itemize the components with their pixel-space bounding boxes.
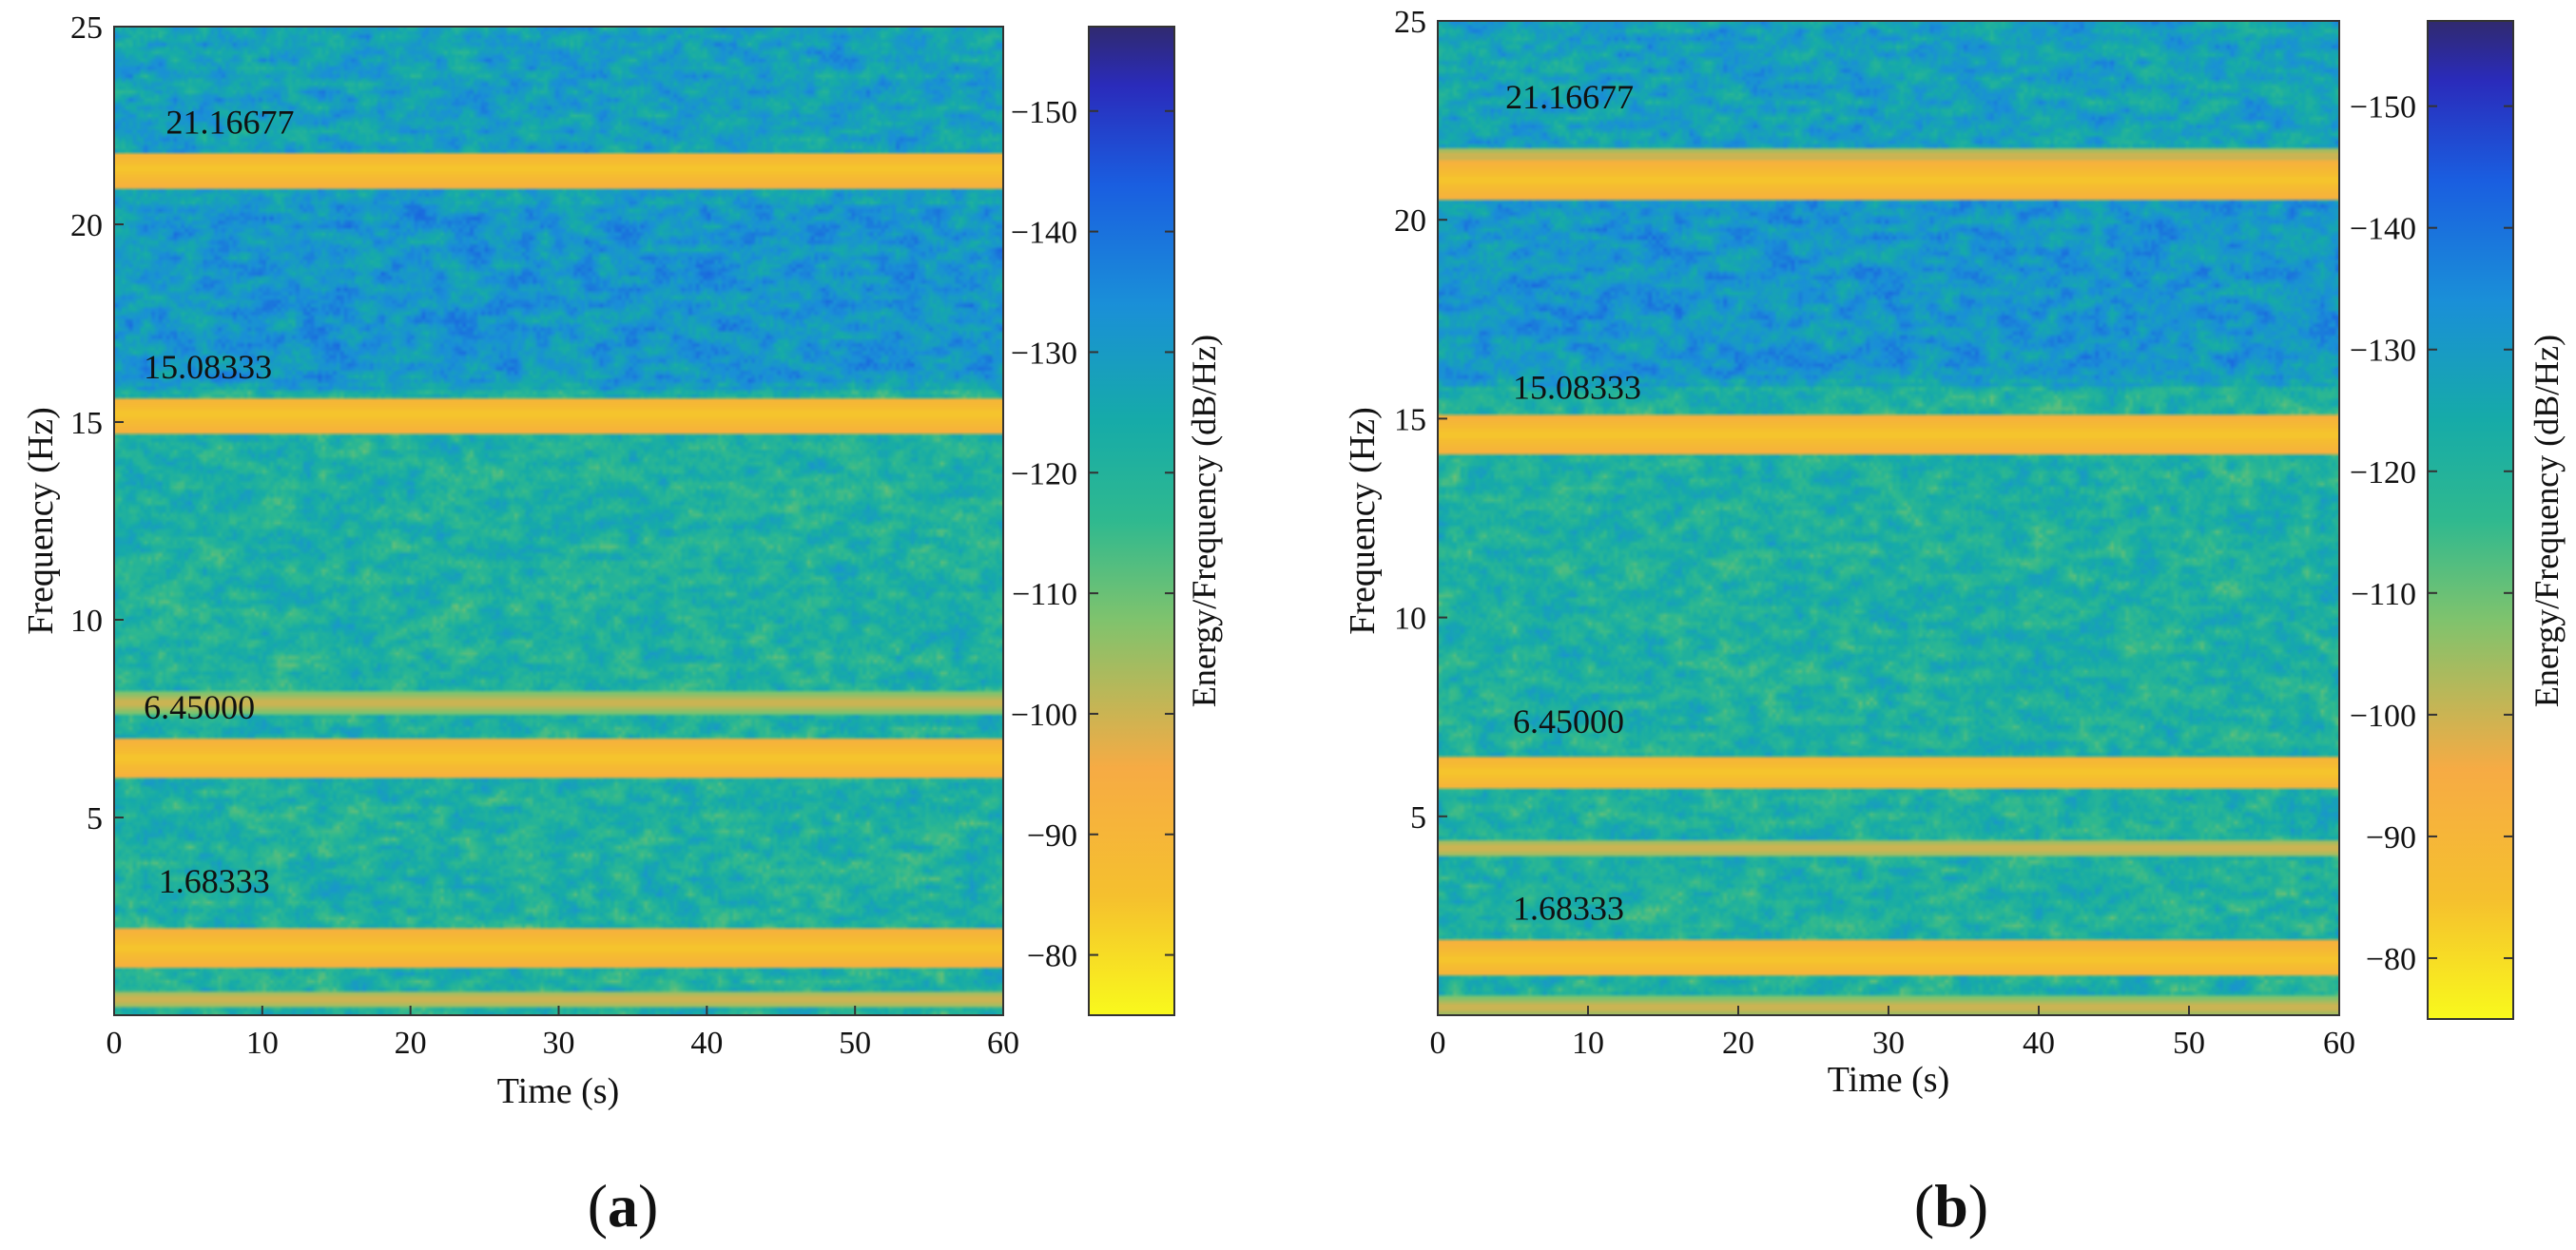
y-tick-label: 10 bbox=[1394, 602, 1426, 637]
x-tick-label: 40 bbox=[2023, 1026, 2055, 1061]
colorbar-tick-label: −90 bbox=[2366, 820, 2416, 856]
y-tick-label: 25 bbox=[1394, 5, 1426, 40]
colorbar-tick-label: −140 bbox=[2350, 212, 2416, 247]
y-tick-label: 5 bbox=[87, 801, 103, 837]
y-tick-label: 15 bbox=[1394, 402, 1426, 437]
band-label-b-1: 6.45000 bbox=[1513, 702, 1624, 740]
colorbar-tick-label: −130 bbox=[2350, 334, 2416, 369]
x-tick-label: 0 bbox=[107, 1026, 123, 1061]
y-axis-label-a: Frequency (Hz) bbox=[21, 407, 61, 635]
y-axis-label-b: Frequency (Hz) bbox=[1343, 407, 1383, 635]
spectrogram-heatmap-a bbox=[114, 27, 1003, 1015]
spectrogram-panel-b: 1.68333 6.45000 15.08333 21.16677 0 10 20 30 40… bbox=[1343, 5, 2566, 1240]
panel-label-a: (a) bbox=[588, 1172, 659, 1240]
colorbar-tick-label: −110 bbox=[2351, 577, 2416, 612]
colorbar-tick-label: −150 bbox=[2350, 90, 2416, 125]
y-tick-label: 20 bbox=[1394, 203, 1426, 239]
y-tick-label: 10 bbox=[70, 604, 103, 639]
band-label-b-0: 1.68333 bbox=[1513, 890, 1624, 928]
x-tick-label: 30 bbox=[1872, 1026, 1905, 1061]
colorbar-label-b: Energy/Frequency (dB/Hz) bbox=[2528, 335, 2566, 707]
colorbar-tick-label: −90 bbox=[1027, 818, 1077, 854]
x-tick-label: 50 bbox=[2173, 1026, 2205, 1061]
band-label-a-3: 21.16677 bbox=[166, 103, 295, 141]
x-tick-label: 0 bbox=[1430, 1026, 1446, 1061]
y-axis-ticks-b: 5 10 15 20 25 bbox=[1394, 5, 1447, 836]
colorbar-tick-label: −80 bbox=[1027, 939, 1077, 974]
band-label-b-3: 21.16677 bbox=[1505, 78, 1634, 116]
colorbar-tick-label: −140 bbox=[1011, 216, 1077, 251]
colorbar-tick-label: −120 bbox=[1011, 456, 1077, 491]
y-axis-ticks-a: 5 10 15 20 25 bbox=[70, 10, 124, 837]
band-label-b-2: 15.08333 bbox=[1513, 368, 1641, 406]
x-axis-label-a: Time (s) bbox=[497, 1071, 619, 1111]
colorbar-tick-label: −150 bbox=[1011, 95, 1077, 130]
colorbar-a bbox=[1088, 26, 1175, 1016]
x-axis-ticks-b: 0 10 20 30 40 50 60 bbox=[1430, 1006, 2355, 1061]
band-label-a-1: 6.45000 bbox=[144, 688, 255, 726]
x-tick-label: 40 bbox=[690, 1026, 723, 1061]
band-label-a-2: 15.08333 bbox=[144, 348, 272, 386]
x-tick-label: 30 bbox=[543, 1026, 575, 1061]
band-labels-a: 1.68333 6.45000 15.08333 21.16677 bbox=[144, 103, 294, 900]
y-tick-label: 15 bbox=[70, 406, 103, 441]
colorbar-tick-label: −100 bbox=[1011, 698, 1077, 733]
band-labels-b: 1.68333 6.45000 15.08333 21.16677 bbox=[1505, 78, 1641, 928]
colorbar-tick-label: −80 bbox=[2366, 942, 2416, 977]
colorbar-tick-label: −100 bbox=[2350, 699, 2416, 734]
y-tick-label: 5 bbox=[1410, 800, 1426, 836]
y-tick-label: 20 bbox=[70, 208, 103, 243]
spectrogram-heatmap-b bbox=[1438, 21, 2339, 1015]
colorbar-tick-label: −110 bbox=[1012, 577, 1077, 612]
colorbar-b bbox=[2427, 20, 2514, 1020]
spectrogram-panel-a: 1.68333 6.45000 15.08333 21.16677 0 10 20 30 40… bbox=[21, 10, 1223, 1240]
x-tick-label: 60 bbox=[2323, 1026, 2355, 1061]
y-tick-label: 25 bbox=[70, 10, 103, 46]
colorbar-ticks-a: −80 −90 −100 −110 −120 −130 −140 −150 bbox=[1011, 95, 1174, 974]
x-tick-label: 10 bbox=[246, 1026, 279, 1061]
x-tick-label: 20 bbox=[1722, 1026, 1754, 1061]
band-label-a-0: 1.68333 bbox=[159, 862, 270, 900]
colorbar-tick-label: −120 bbox=[2350, 455, 2416, 490]
x-tick-label: 50 bbox=[839, 1026, 871, 1061]
colorbar-tick-label: −130 bbox=[1011, 336, 1077, 371]
x-tick-label: 60 bbox=[987, 1026, 1019, 1061]
x-tick-label: 10 bbox=[1572, 1026, 1604, 1061]
colorbar-ticks-b: −80 −90 −100 −110 −120 −130 −140 −150 bbox=[2350, 90, 2513, 977]
x-tick-label: 20 bbox=[395, 1026, 427, 1061]
panel-label-b: (b) bbox=[1914, 1172, 1988, 1240]
x-axis-label-b: Time (s) bbox=[1828, 1060, 1949, 1100]
colorbar-label-a: Energy/Frequency (dB/Hz) bbox=[1185, 335, 1223, 707]
x-axis-ticks-a: 0 10 20 30 40 50 60 bbox=[107, 1006, 1019, 1061]
